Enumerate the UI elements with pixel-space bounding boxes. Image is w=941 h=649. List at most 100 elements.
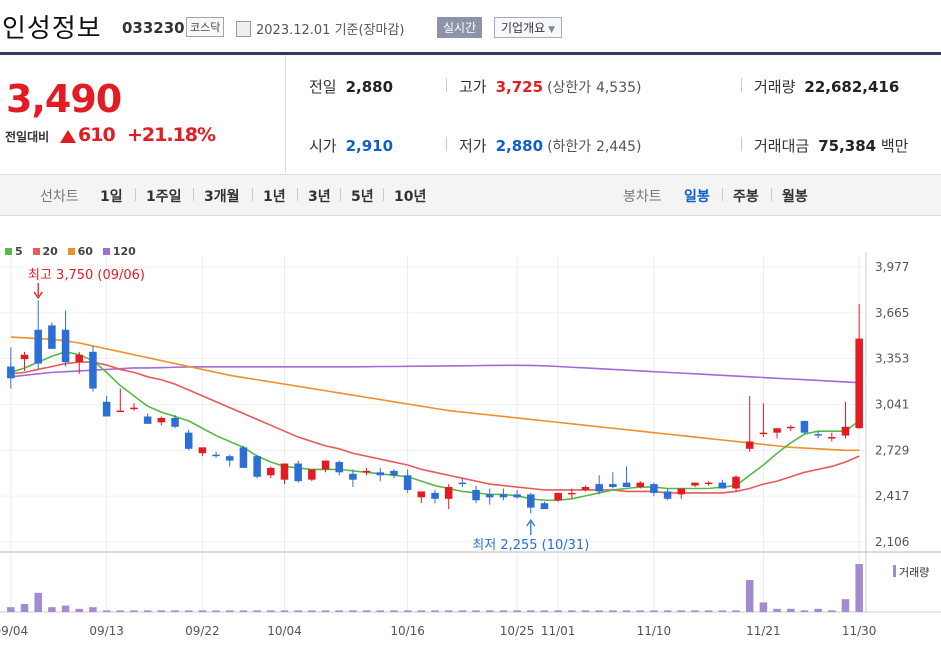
candle-body [595,484,603,492]
period-1d[interactable]: 1일 [100,189,123,205]
stats-panel: 전일 2,880 고가 3,725 (상한가 4,535) 거래량 22,682,416… [285,55,941,173]
stat-amount-label: 거래대금 [754,137,810,155]
x-tick-label: 09/13 [89,624,124,638]
low-annotation: 최저 2,255 (10/31) [472,538,589,553]
volume-bar [609,610,617,612]
candle-body [89,351,97,389]
candle-body [143,416,152,424]
volume-bar [171,610,179,612]
stat-upper-value: 4,535) [595,80,642,96]
candle-body [855,338,863,429]
candle-body [828,437,836,439]
candle-body [184,432,193,449]
candle-body [34,329,42,364]
volume-bar [554,610,562,612]
legend-ma5: 5 [15,245,23,258]
divider [446,137,447,151]
volume-bar [485,610,494,612]
volume-bar [622,610,631,612]
volume-bar [335,610,343,612]
candle-body [540,503,549,510]
volume-bar [800,610,809,612]
stock-name: 인성정보 [2,14,102,44]
diff-label: 전일대비 [5,130,50,144]
divider [741,137,742,151]
candle-body [554,492,562,501]
ma60-line [10,336,860,452]
stock-code: 033230 [122,19,185,37]
volume-bar [390,610,398,612]
volume-bar [157,610,166,612]
current-price: 3,490 [6,77,122,121]
volume-bar [841,599,850,612]
volume-bar [116,610,125,612]
volume-bar [61,605,70,612]
candle-body [335,462,343,473]
candle-body [568,492,576,495]
volume-bar [472,610,480,612]
candle-body [75,354,84,363]
period-10y[interactable]: 10년 [394,189,427,205]
volume-bar [499,610,508,612]
stat-amount-value: 75,384 [818,137,877,155]
volume-bar [718,610,727,612]
high-arrow-head [33,291,43,300]
period-3m[interactable]: 3개월 [204,189,240,205]
candle-body [759,432,768,435]
candle-body [239,447,248,468]
x-tick-label: 09/22 [185,624,220,638]
volume-bar [595,610,603,612]
candle-body [212,454,220,457]
y-tick-label: 3,353 [875,352,909,366]
candle-body [267,467,275,476]
divider [383,188,384,201]
volume-bar [376,610,385,612]
volume-bar [130,610,138,612]
legend-ma20: 20 [42,245,58,258]
candle-weekly[interactable]: 주봉 [733,189,759,205]
candle-body [403,475,412,490]
volume-bar [7,607,15,612]
period-5y[interactable]: 5년 [351,189,374,205]
stat-low-label: 저가 [459,137,487,155]
volume-bar [102,610,111,612]
volume-bar [540,610,549,612]
period-1y[interactable]: 1년 [263,189,286,205]
realtime-button[interactable]: 실시간 [437,17,483,38]
stat-upper-label: (상한가 [547,80,592,96]
volume-bar [308,610,316,612]
volume-bar [184,610,193,612]
candle-body [390,470,398,476]
volume-bar [663,610,672,612]
candle-body [581,487,590,490]
stat-prev: 전일 2,880 [309,76,393,97]
volume-bar [581,610,590,612]
stat-volume: 거래량 22,682,416 [754,76,899,97]
header-divider [0,52,941,55]
divider [340,188,341,201]
period-bar: 선차트 1일 1주일 3개월 1년 3년 5년 10년 봉차트 일봉 주봉 월봉 [0,174,941,216]
divider [135,188,136,201]
candle-body [609,484,617,488]
stat-prev-label: 전일 [309,78,337,96]
period-3y[interactable]: 3년 [308,189,331,205]
x-tick-label: 09/04 [0,624,28,638]
candle-body [663,491,672,499]
stat-amount: 거래대금 75,384 백만 [754,135,908,156]
candle-body [814,434,822,436]
company-info-dropdown[interactable]: 기업개요 ▼ [494,17,563,38]
stat-high-value: 3,725 [495,78,544,96]
candle-body [622,482,631,488]
x-tick-label: 10/25 [500,624,535,638]
volume-bar [828,610,836,612]
stat-lower-value: 2,445) [595,139,642,155]
volume-bar [89,607,97,612]
candle-body [308,469,316,480]
period-1w[interactable]: 1주일 [146,189,182,205]
candle-body [417,491,426,498]
candle-daily[interactable]: 일봉 [684,189,710,205]
candle-body [472,489,480,501]
candle-monthly[interactable]: 월봉 [782,189,808,205]
divider [297,188,298,201]
